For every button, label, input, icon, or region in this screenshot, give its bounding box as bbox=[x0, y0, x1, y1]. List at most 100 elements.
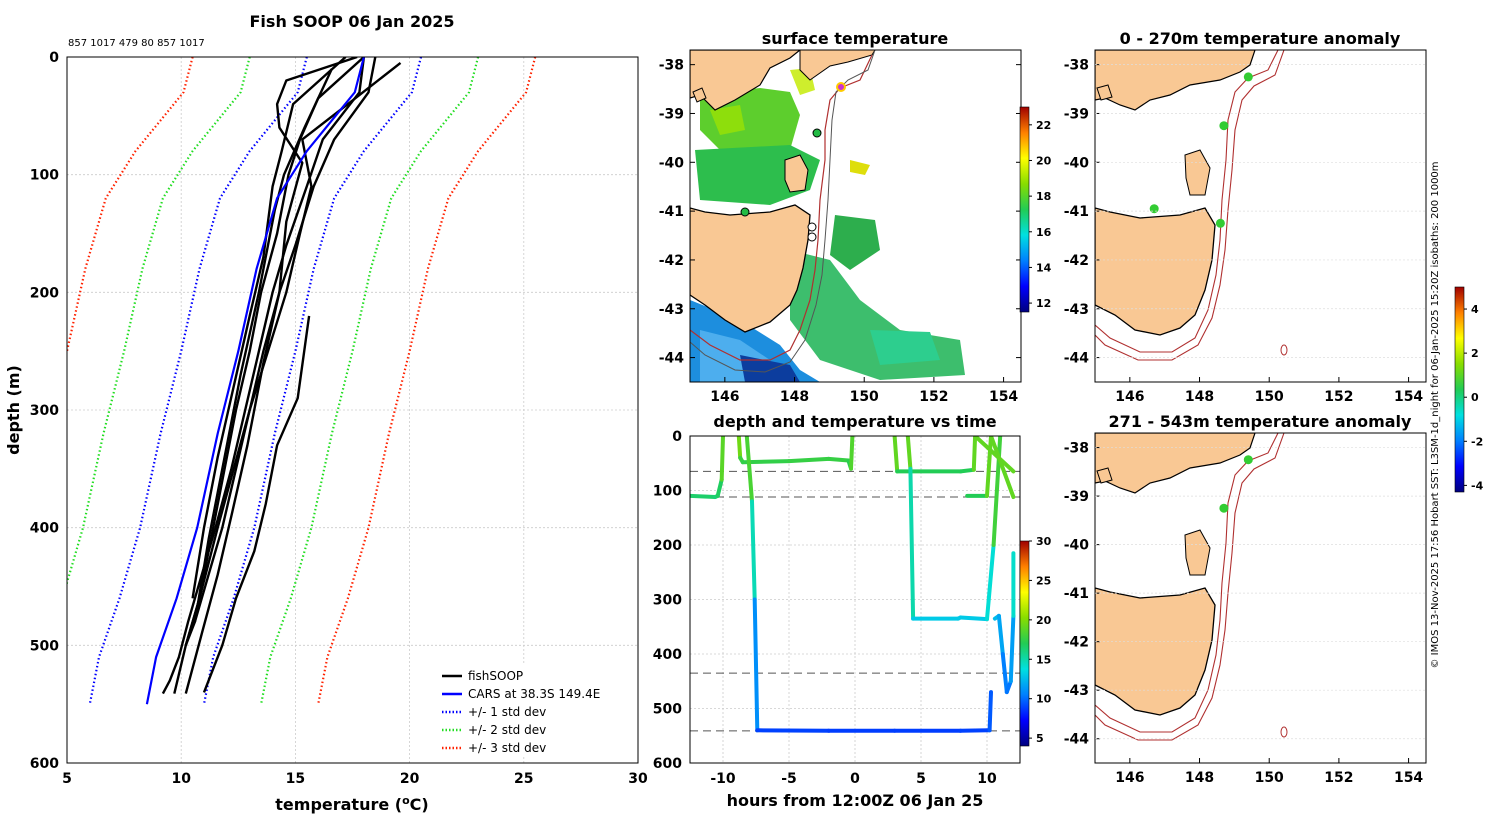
map-y-tick: -44 bbox=[1064, 351, 1090, 367]
map-y-tick: -41 bbox=[1064, 204, 1089, 220]
time-y-tick: 0 bbox=[672, 429, 682, 445]
anomaly-point bbox=[1149, 204, 1159, 214]
legend-label: +/- 3 std dev bbox=[468, 741, 546, 755]
time-trace-segment bbox=[958, 615, 989, 622]
flinders-a bbox=[1184, 149, 1211, 196]
profile-y-tick: 0 bbox=[49, 50, 59, 66]
profile-y-tick: 500 bbox=[30, 638, 59, 654]
map-x-tick: 148 bbox=[1185, 389, 1214, 405]
fishsoop-profile-line bbox=[193, 68, 333, 622]
king-island-a bbox=[1096, 84, 1113, 101]
sst-marker-2 bbox=[812, 128, 822, 138]
map-y-tick: -42 bbox=[659, 253, 684, 269]
sst-patch-east bbox=[870, 330, 940, 365]
mainland-b bbox=[1095, 433, 1256, 494]
anomaly-upper-ticks: 146 148 150 152 154 -38 -39 -40 -41 -42 -43 -44 bbox=[1064, 58, 1426, 405]
profile-y-tick: 600 bbox=[30, 756, 59, 772]
fishsoop-profile-line bbox=[184, 57, 377, 646]
mainland-a bbox=[1095, 50, 1256, 111]
time-trace-segment bbox=[744, 436, 754, 504]
anomaly-upper-frame bbox=[1094, 49, 1427, 383]
surface-map-title: surface temperature bbox=[762, 29, 949, 48]
time-trace-segment bbox=[892, 436, 900, 474]
anomaly-point bbox=[1219, 503, 1229, 513]
anomaly-colorbar bbox=[1454, 286, 1465, 493]
map-y-tick: -40 bbox=[1064, 538, 1090, 554]
surface-colorbar bbox=[1019, 106, 1030, 313]
map-x-tick: 146 bbox=[1115, 389, 1144, 405]
map-x-tick: 148 bbox=[1185, 770, 1214, 786]
time-panel: depth and temperature vs time -10 -5 0 5 100… bbox=[653, 412, 1052, 810]
anomaly-lower-ticks: 146 148 150 152 154 -38 -39 -40 -41 -42 -43 -44 bbox=[1064, 441, 1426, 786]
profile-x-tick: 10 bbox=[171, 771, 191, 787]
profile-x-tick: 20 bbox=[400, 771, 420, 787]
time-trace-segment bbox=[736, 436, 743, 460]
time-x-tick: -10 bbox=[710, 771, 736, 787]
map-x-tick: 152 bbox=[1324, 389, 1353, 405]
profile-xlabel: temperature (oC) bbox=[275, 794, 428, 814]
time-trace-segment bbox=[752, 597, 760, 733]
time-trace-segment bbox=[905, 436, 913, 471]
colorbar-label: 18 bbox=[1036, 190, 1051, 203]
map-y-tick: -42 bbox=[1064, 253, 1089, 269]
colorbar-label: -4 bbox=[1471, 479, 1484, 492]
tasmania-a bbox=[1095, 207, 1216, 336]
profile-y-tick: 200 bbox=[30, 285, 59, 301]
time-colorbar-label: 10 bbox=[1036, 693, 1052, 706]
std-dev-2-line bbox=[67, 57, 251, 587]
profile-gridlines bbox=[66, 56, 639, 764]
profile-x-tick: 25 bbox=[514, 771, 533, 787]
map-x-tick: 154 bbox=[1394, 389, 1423, 405]
map-x-tick: 146 bbox=[1115, 770, 1144, 786]
time-trace-segment bbox=[1000, 652, 1009, 695]
map-x-tick: 154 bbox=[1394, 770, 1423, 786]
map-y-tick: -38 bbox=[1064, 441, 1089, 457]
time-colorbar-label: 30 bbox=[1036, 535, 1052, 548]
legend-label: fishSOOP bbox=[468, 669, 523, 683]
colorbar-label: 0 bbox=[1471, 391, 1479, 404]
time-x-tick: 5 bbox=[916, 771, 926, 787]
map-y-tick: -38 bbox=[1064, 58, 1089, 74]
profile-y-tick: 100 bbox=[30, 168, 59, 184]
sst-marker-5 bbox=[807, 232, 817, 242]
time-colorbar-ticks: 5 10 15 20 25 30 bbox=[1029, 535, 1052, 745]
time-trace-segment bbox=[1008, 613, 1016, 684]
time-trace-segment bbox=[973, 436, 1016, 474]
anomaly-lower-panel: 271 - 543m temperature anomaly 146 148 150… bbox=[1064, 286, 1484, 786]
surface-map-content bbox=[690, 50, 965, 382]
map-y-tick: -42 bbox=[1064, 635, 1089, 651]
seamount-b bbox=[1280, 726, 1288, 738]
profile-x-tick: 15 bbox=[286, 771, 305, 787]
profile-axes-box bbox=[66, 56, 639, 764]
profile-panel: Fish SOOP 06 Jan 2025 857 1017 479 80 85… bbox=[4, 12, 648, 814]
map-y-tick: -41 bbox=[659, 204, 684, 220]
fishsoop-profile-line bbox=[161, 57, 366, 695]
sst-marker-1 bbox=[836, 82, 846, 92]
cars-mean-line bbox=[145, 57, 365, 705]
map-x-tick: 150 bbox=[1255, 389, 1284, 405]
map-y-tick: -39 bbox=[659, 106, 684, 122]
time-title: depth and temperature vs time bbox=[713, 412, 996, 431]
isobath-b-200 bbox=[1095, 433, 1285, 741]
legend-label: CARS at 38.3S 149.4E bbox=[468, 687, 600, 701]
time-trace-segment bbox=[987, 690, 993, 733]
profile-legend: fishSOOP CARS at 38.3S 149.4E +/- 1 std de… bbox=[437, 663, 612, 756]
fishsoop-profile-line bbox=[191, 57, 347, 599]
sst-marker-4 bbox=[807, 222, 817, 232]
time-trace-segment bbox=[787, 456, 831, 464]
profile-x-tick: 5 bbox=[62, 771, 72, 787]
figure-caption: © IMOS 13-Nov-2025 17:56 Hobart SST: L3S… bbox=[1430, 161, 1441, 668]
legend-label: +/- 2 std dev bbox=[468, 723, 546, 737]
king-island bbox=[692, 87, 707, 103]
map-y-tick: -43 bbox=[659, 302, 684, 318]
map-y-tick: -41 bbox=[1064, 586, 1089, 602]
std-dev-3-line bbox=[67, 57, 194, 356]
time-y-tick: 600 bbox=[653, 756, 682, 772]
surface-colorbar-ticks: 12 14 16 18 20 22 bbox=[1029, 119, 1052, 310]
time-trace-segment bbox=[985, 436, 993, 498]
time-xlabel: hours from 12:00Z 06 Jan 25 bbox=[727, 791, 984, 810]
time-trace-segment bbox=[715, 477, 724, 498]
